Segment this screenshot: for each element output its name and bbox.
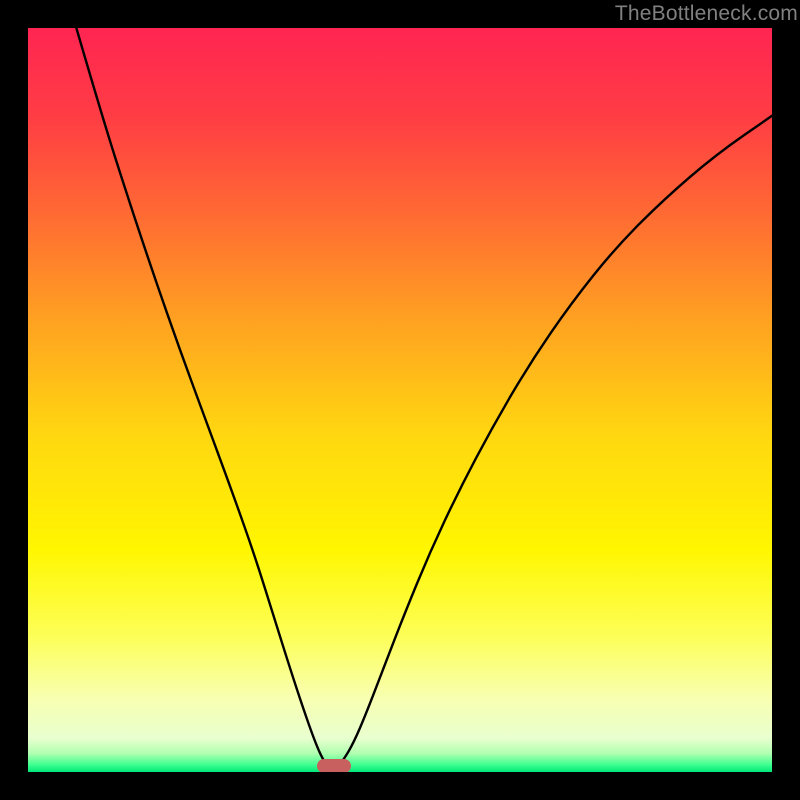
border-right bbox=[772, 0, 800, 800]
bottleneck-curve bbox=[28, 28, 772, 772]
optimum-marker bbox=[317, 759, 351, 772]
border-left bbox=[0, 0, 28, 800]
watermark-text: TheBottleneck.com bbox=[615, 2, 798, 26]
chart-frame: TheBottleneck.com bbox=[0, 0, 800, 800]
border-bottom bbox=[0, 772, 800, 800]
plot-area bbox=[28, 28, 772, 772]
